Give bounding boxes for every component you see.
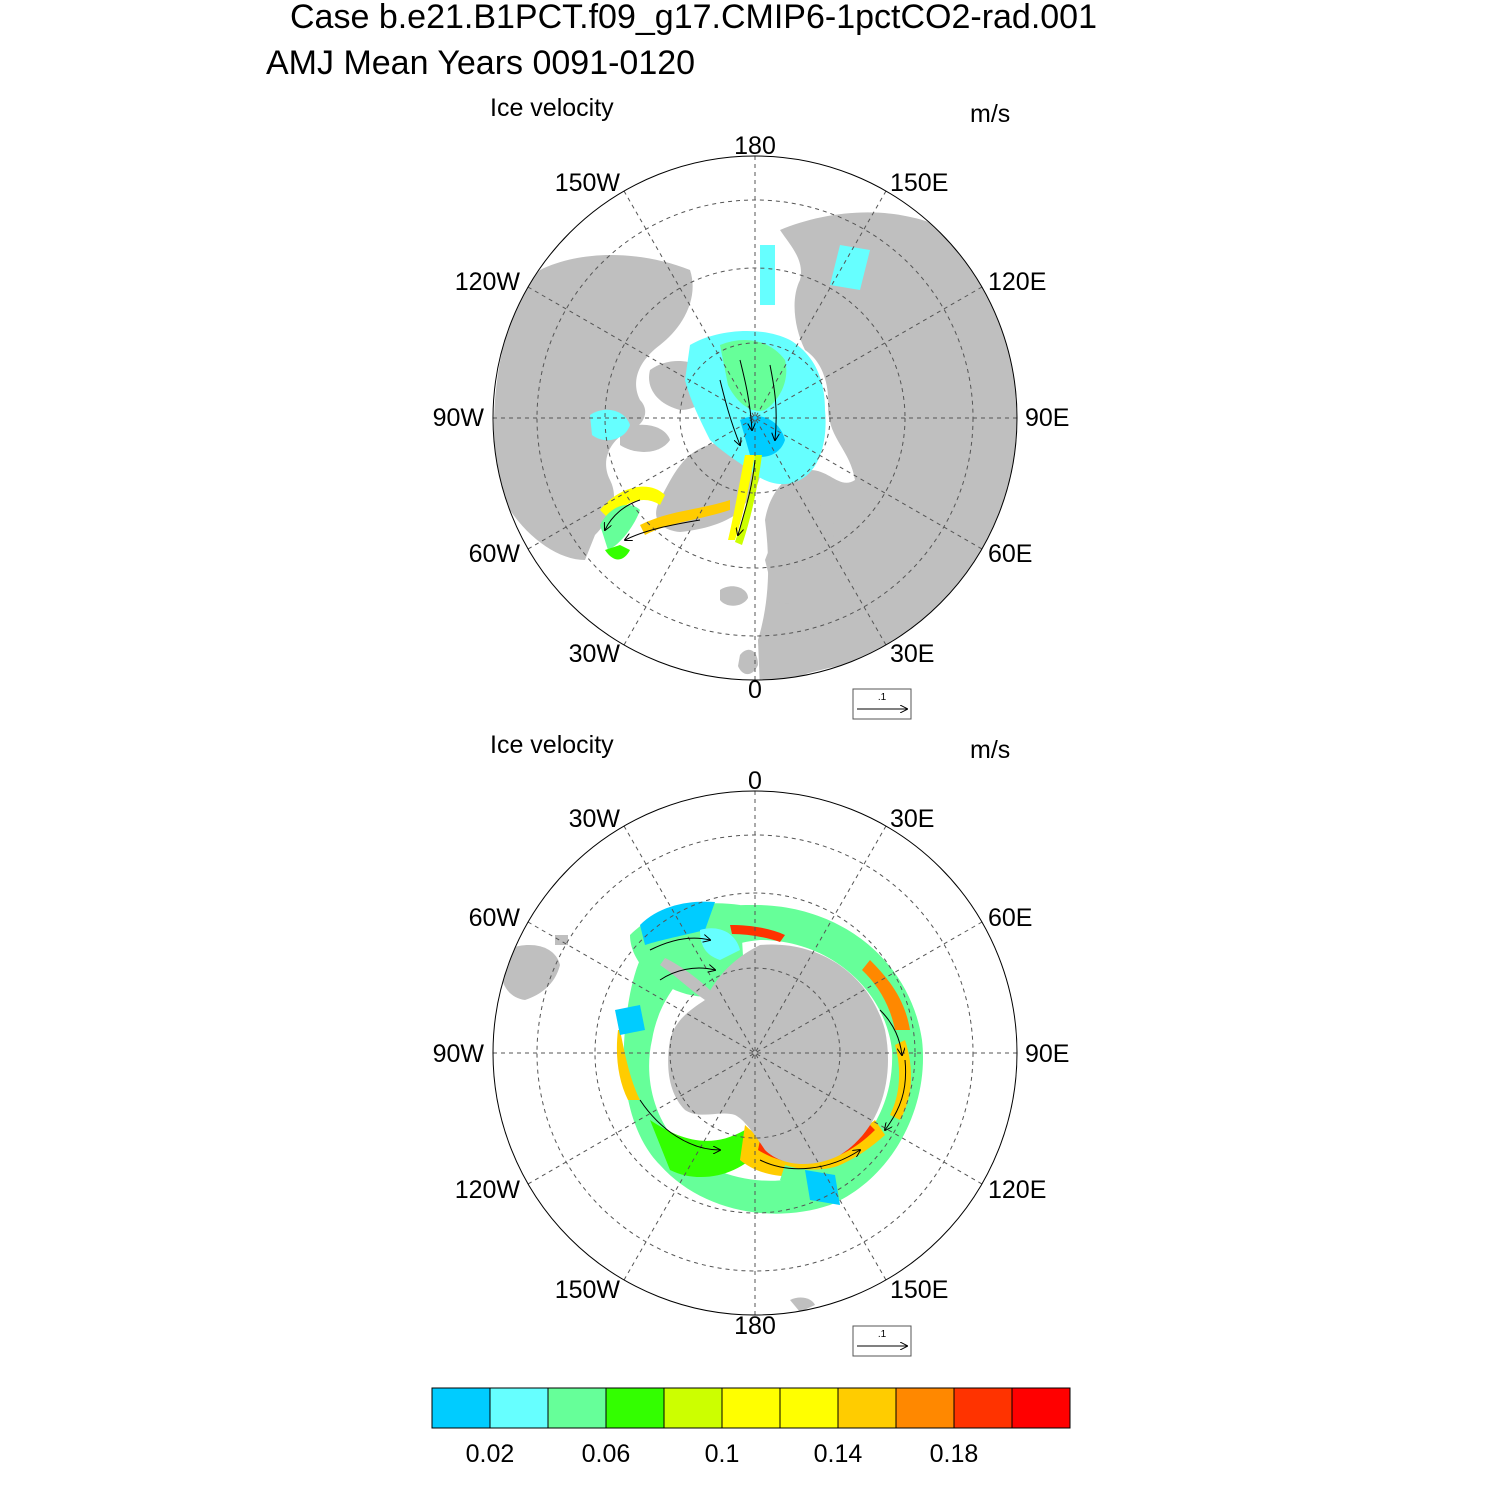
main-title: Case b.e21.B1PCT.f09_g17.CMIP6-1pctCO2-r… — [290, 0, 1097, 36]
colorbar-swatch — [1011, 1387, 1071, 1429]
colorbar-swatch — [953, 1387, 1013, 1429]
north-lon-label: 120E — [988, 268, 1046, 296]
colorbar-tick-label: 0.18 — [930, 1440, 979, 1468]
colorbar-swatch — [663, 1387, 723, 1429]
north-lon-label: 90W — [433, 404, 485, 432]
south-lon-label: 30E — [890, 805, 934, 833]
south-units-label: m/s — [970, 736, 1010, 764]
north-lon-label: 60W — [469, 540, 521, 568]
south-polar-panel: Ice velocity m/s — [433, 731, 1070, 1357]
north-ref-label: .1 — [878, 692, 887, 703]
colorbar-swatch — [779, 1387, 839, 1429]
south-lon-label: 0 — [748, 767, 762, 795]
colorbar-tick-label: 0.1 — [705, 1440, 740, 1468]
north-left-string: Ice velocity — [490, 94, 614, 122]
south-lon-label: 150W — [555, 1276, 621, 1304]
north-lon-label: 120W — [455, 268, 521, 296]
south-land — [501, 935, 888, 1312]
south-lon-label: 120E — [988, 1176, 1046, 1204]
south-reference-vector: .1 — [852, 1325, 912, 1357]
south-lon-label: 30W — [569, 805, 621, 833]
colorbar-swatch — [431, 1387, 491, 1429]
colorbar-tick-label: 0.06 — [582, 1440, 631, 1468]
colorbar-swatch — [489, 1387, 549, 1429]
north-graticule — [493, 156, 1017, 680]
north-lon-label: 30W — [569, 640, 621, 668]
south-lon-label: 60E — [988, 904, 1032, 932]
colorbar-swatch — [721, 1387, 781, 1429]
north-lon-label: 30E — [890, 640, 934, 668]
south-lon-label: 180 — [734, 1312, 776, 1340]
north-lon-label: 60E — [988, 540, 1032, 568]
south-lon-label: 150E — [890, 1276, 948, 1304]
north-lon-label: 180 — [734, 132, 776, 160]
colorbar-tick-label: 0.14 — [814, 1440, 863, 1468]
south-vectors — [639, 938, 907, 1170]
south-graticule — [493, 791, 1017, 1315]
sub-title: AMJ Mean Years 0091-0120 — [266, 44, 695, 82]
colorbar: 0.02 0.06 0.1 0.14 0.18 — [431, 1387, 1071, 1468]
north-reference-vector: .1 — [852, 688, 912, 720]
north-lon-label: 150W — [555, 169, 621, 197]
north-polar-panel: Ice velocity m/s — [433, 94, 1070, 720]
north-map-area — [493, 156, 1017, 680]
south-ref-label: .1 — [878, 1329, 887, 1340]
south-map-area — [493, 791, 1017, 1315]
colorbar-swatch — [605, 1387, 665, 1429]
south-lon-label: 60W — [469, 904, 521, 932]
north-map-border — [492, 155, 1018, 681]
north-lon-label: 0 — [748, 676, 762, 704]
south-lon-label: 90E — [1025, 1040, 1069, 1068]
south-lon-label: 120W — [455, 1176, 521, 1204]
south-map-border — [492, 790, 1018, 1316]
colorbar-swatch — [837, 1387, 897, 1429]
colorbar-swatch — [547, 1387, 607, 1429]
north-lon-label: 150E — [890, 169, 948, 197]
south-lon-labels: 0 30E 60E 90E 120E 150E 180 150W 120W 90… — [433, 767, 1070, 1340]
south-lon-label: 90W — [433, 1040, 485, 1068]
north-units-label: m/s — [970, 100, 1010, 128]
north-lon-labels: 180 150E 120E 90E 60E 30E 0 30W 60W 90W … — [433, 132, 1070, 704]
colorbar-tick-label: 0.02 — [466, 1440, 515, 1468]
colorbar-swatch — [895, 1387, 955, 1429]
south-left-string: Ice velocity — [490, 731, 614, 759]
north-vectors — [605, 359, 776, 540]
north-lon-label: 90E — [1025, 404, 1069, 432]
